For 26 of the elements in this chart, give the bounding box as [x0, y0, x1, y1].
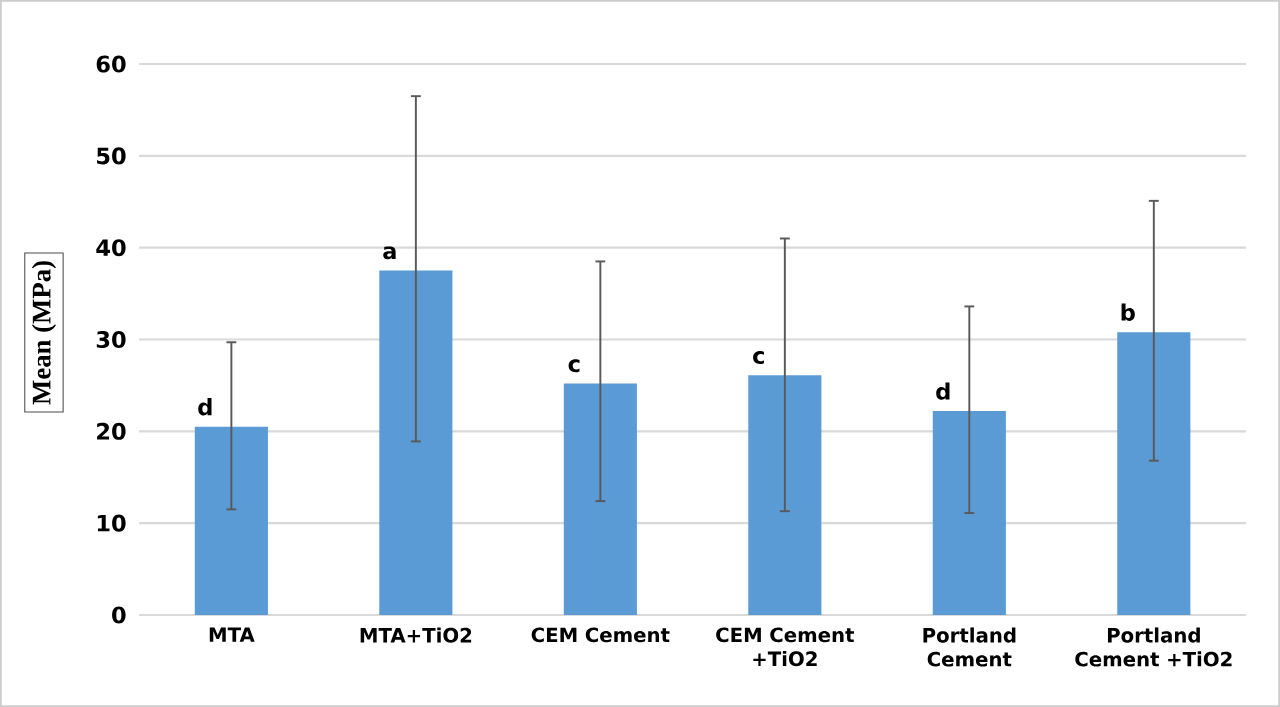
y-tick-label: 40 [96, 239, 126, 257]
y-tick-label: 20 [97, 422, 126, 440]
bar [563, 383, 637, 615]
x-tick-label: CEM Cement [531, 627, 670, 643]
bar [379, 270, 453, 615]
bar [932, 411, 1006, 615]
bar [194, 426, 268, 615]
x-tick-label: CEM Cement +TiO2 [716, 627, 855, 667]
annotation: d [936, 382, 950, 400]
bar [748, 375, 822, 615]
y-axis-title: Mean (MPa) [31, 261, 57, 405]
x-tick-label: Portland Cement +TiO2 [1075, 627, 1232, 667]
y-tick-label: 0 [112, 606, 126, 624]
bar [1117, 332, 1191, 615]
annotation: c [753, 351, 764, 365]
y-tick-label: 60 [96, 55, 126, 73]
y-tick-label: 30 [96, 330, 126, 349]
x-tick-label: MTA [209, 627, 255, 642]
annotation: d [198, 398, 212, 416]
y-tick-label: 50 [97, 147, 126, 165]
annotation: a [383, 246, 396, 260]
annotation: c [568, 359, 580, 373]
x-tick-label: MTA+TiO2 [360, 627, 472, 643]
x-tick-label: Portland Cement [923, 627, 1016, 667]
y-tick-label: 10 [97, 514, 126, 532]
annotation: b [1121, 303, 1135, 321]
